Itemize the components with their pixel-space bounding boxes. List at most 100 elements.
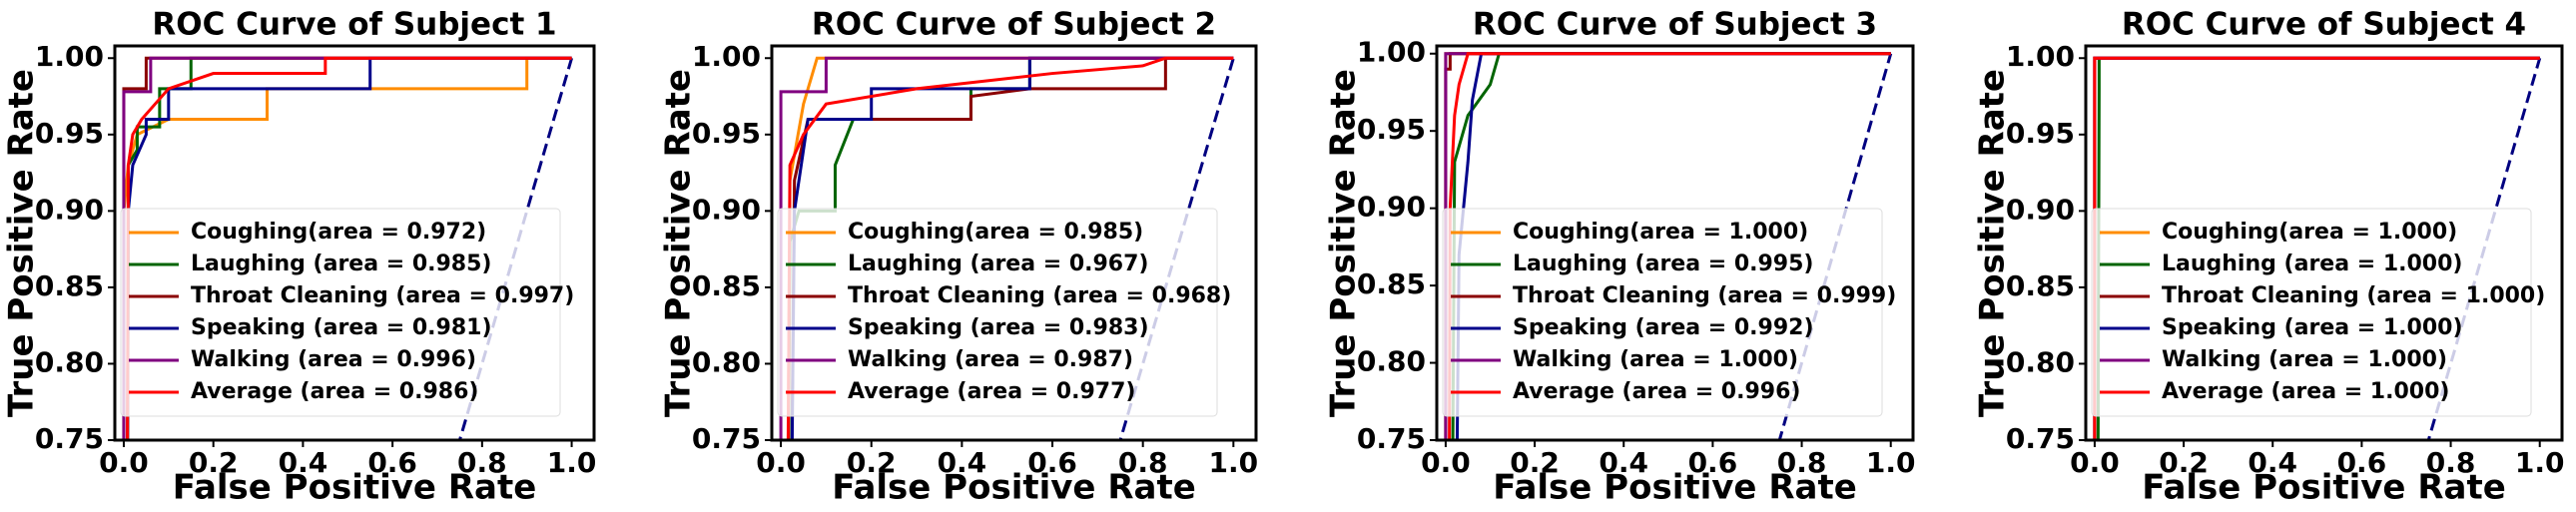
y-axis-label: True Positive Rate (659, 69, 699, 417)
legend-label: Speaking (area = 1.000) (2162, 315, 2463, 340)
y-tick-label: 1.00 (692, 40, 761, 73)
y-tick-label: 0.90 (35, 193, 104, 226)
y-tick-label: 1.00 (1357, 36, 1426, 69)
y-axis-label: True Positive Rate (1324, 69, 1364, 417)
y-tick-label: 0.95 (2006, 117, 2075, 150)
legend: Coughing(area = 0.972) Laughing (area = 0… (120, 208, 574, 417)
roc-line (122, 56, 572, 440)
legend-label: Throat Cleaning (area = 1.000) (2162, 283, 2545, 308)
legend-label: Coughing(area = 1.000) (1513, 220, 1808, 245)
subplot: ROC Curve of Subject 4 False Positive Rat… (1973, 7, 2565, 508)
y-tick-label: 0.75 (692, 422, 761, 455)
legend: Coughing(area = 0.985) Laughing (area = 0… (777, 208, 1231, 417)
x-tick-label: 1.0 (547, 446, 597, 479)
legend-label: Average (area = 0.996) (1513, 379, 1800, 404)
x-tick-label: 0.2 (847, 446, 897, 479)
legend-label: Laughing (area = 0.995) (1513, 252, 1813, 276)
legend-frame (120, 208, 561, 417)
y-tick-label: 0.80 (2006, 345, 2075, 378)
legend-label: Average (area = 1.000) (2162, 379, 2449, 404)
x-tick-label: 0.4 (279, 446, 328, 479)
y-tick-label: 0.95 (692, 117, 761, 150)
x-tick-label: 0.6 (367, 446, 417, 479)
legend-label: Walking (area = 1.000) (2162, 347, 2447, 372)
plot-area (779, 56, 1235, 440)
x-tick-label: 0.6 (1027, 446, 1077, 479)
x-tick-label: 0.0 (99, 446, 149, 479)
legend-frame (777, 208, 1218, 417)
x-tick-label: 0.2 (1510, 446, 1560, 479)
x-tick-label: 0.8 (1777, 446, 1827, 479)
legend-label: Coughing(area = 1.000) (2162, 220, 2457, 245)
x-tick-label: 0.0 (756, 446, 806, 479)
legend-label: Laughing (area = 0.967) (848, 252, 1148, 276)
x-tick-label: 0.2 (189, 446, 239, 479)
y-tick-label: 0.90 (692, 193, 761, 226)
subplot: ROC Curve of Subject 3 False Positive Rat… (1324, 7, 1916, 508)
legend-label: Laughing (area = 1.000) (2162, 252, 2462, 276)
legend-label: Walking (area = 1.000) (1513, 347, 1798, 372)
chart-title: ROC Curve of Subject 4 (2122, 7, 2526, 43)
x-axis-label: False Positive Rate (832, 468, 1196, 508)
y-tick-label: 0.75 (1357, 422, 1426, 455)
x-axis-label: False Positive Rate (2142, 468, 2506, 508)
y-tick-label: 0.95 (1357, 113, 1426, 146)
chart-title: ROC Curve of Subject 3 (1473, 7, 1877, 43)
legend-label: Speaking (area = 0.981) (191, 315, 492, 340)
chart-title: ROC Curve of Subject 1 (152, 7, 556, 43)
y-axis-label: True Positive Rate (1973, 69, 2013, 417)
y-tick-label: 0.95 (35, 117, 104, 150)
axes-frame (113, 44, 596, 442)
legend-label: Walking (area = 0.987) (848, 347, 1133, 372)
legend-label: Throat Cleaning (area = 0.997) (191, 283, 574, 308)
chart-title: ROC Curve of Subject 2 (812, 7, 1216, 43)
y-tick-label: 0.80 (692, 345, 761, 378)
legend-label: Speaking (area = 0.992) (1513, 315, 1814, 340)
roc-line (2093, 56, 2540, 440)
legend-frame (1442, 208, 1883, 417)
y-tick-label: 0.90 (2006, 193, 2075, 226)
x-tick-label: 0.8 (2426, 446, 2476, 479)
roc-line (126, 56, 572, 440)
y-tick-label: 0.80 (35, 345, 104, 378)
roc-line (1448, 52, 1891, 440)
y-axis-label: True Positive Rate (2, 69, 42, 417)
x-tick-label: 0.8 (1118, 446, 1168, 479)
legend-label: Coughing(area = 0.972) (191, 220, 486, 245)
legend-frame (2091, 208, 2532, 417)
subplot: ROC Curve of Subject 1 False Positive Rat… (2, 7, 597, 508)
x-tick-label: 0.6 (1688, 446, 1738, 479)
plot-area (2093, 56, 2542, 440)
legend-label: Laughing (area = 0.985) (191, 252, 491, 276)
axes-frame (1435, 44, 1915, 442)
legend-label: Coughing(area = 0.985) (848, 220, 1143, 245)
roc-line (779, 56, 1234, 440)
x-tick-label: 0.4 (938, 446, 987, 479)
legend-label: Average (area = 0.977) (848, 379, 1135, 404)
roc-line (790, 56, 1234, 440)
plot-area (122, 56, 574, 440)
legend-label: Average (area = 0.986) (191, 379, 478, 404)
roc-line (122, 56, 572, 440)
x-tick-label: 0.4 (1599, 446, 1648, 479)
legend: Coughing(area = 1.000) Laughing (area = 0… (1442, 208, 1896, 417)
y-tick-label: 0.85 (2006, 269, 2075, 302)
x-tick-label: 0.6 (2337, 446, 2387, 479)
roc-line (126, 56, 572, 440)
x-tick-label: 1.0 (1209, 446, 1259, 479)
legend-label: Throat Cleaning (area = 0.999) (1513, 283, 1896, 308)
legend-label: Walking (area = 0.996) (191, 347, 476, 372)
y-tick-label: 0.85 (35, 269, 104, 302)
x-tick-label: 1.0 (1866, 446, 1916, 479)
y-tick-label: 0.75 (2006, 422, 2075, 455)
x-tick-label: 0.2 (2159, 446, 2209, 479)
y-tick-label: 0.75 (35, 422, 104, 455)
axes-frame (770, 44, 1258, 442)
roc-line (790, 56, 1234, 440)
legend: Coughing(area = 1.000) Laughing (area = 1… (2091, 208, 2545, 417)
axes-frame (2084, 44, 2564, 442)
x-axis-label: False Positive Rate (173, 468, 537, 508)
x-tick-label: 0.0 (2070, 446, 2120, 479)
y-tick-label: 0.85 (1357, 267, 1426, 300)
